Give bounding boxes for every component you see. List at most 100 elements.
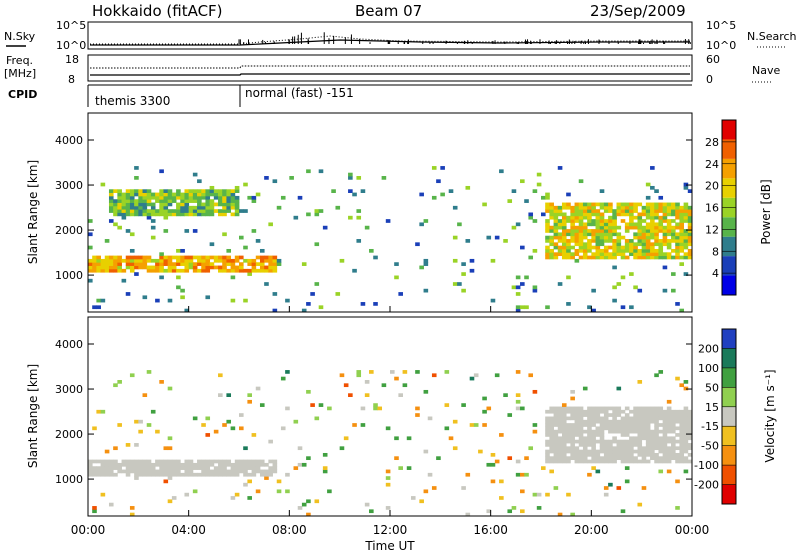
echo-cell [637,380,643,384]
echo-cell [633,423,638,427]
echo-cell [679,219,685,223]
echo-cell [650,245,655,250]
echo-cell [561,409,567,414]
echo-cell [578,452,584,457]
echo-cell [251,262,257,266]
echo-cell [494,373,500,378]
echo-cell [629,272,634,276]
echo-cell [595,439,601,444]
echo-cell [197,209,202,213]
echo-cell [390,370,395,374]
echo-cell [645,436,651,441]
echo-cell [121,202,127,207]
echo-cell [234,209,240,213]
echo-cell [268,258,273,263]
echo-cell [360,189,366,193]
echo-cell [587,209,592,213]
echo-cell [557,426,563,431]
echo-cell [683,436,689,441]
echo-cell [218,255,223,260]
echo-cell [113,205,118,210]
echo-cell [184,209,190,213]
echo-cell [595,413,601,417]
echo-cell [163,459,169,464]
echo-cell [121,469,127,474]
echo-cell [662,202,668,207]
echo-cell [582,252,588,257]
echo-cell [230,298,236,303]
echo-cell [339,373,345,378]
echo-cell [624,433,630,437]
echo-cell [608,215,613,220]
echo-cell [683,202,689,207]
echo-cell [88,219,93,223]
echo-cell [96,268,101,273]
echo-cell [293,215,299,220]
echo-cell [511,285,517,290]
echo-cell [142,262,148,266]
echo-cell [222,462,227,467]
echo-cell [150,462,156,467]
echo-cell [385,482,391,487]
echo-cell [650,235,655,240]
echo-cell [159,202,164,207]
echo-cell [570,439,575,444]
echo-cell [125,209,131,213]
echo-cell [255,239,261,243]
echo-cell [88,258,93,263]
echo-cell [587,472,592,477]
echo-cell [92,255,97,260]
echo-cell [662,416,668,421]
echo-cell [624,248,630,253]
echo-cell [578,245,584,250]
echo-cell [620,439,626,444]
echo-cell [159,255,164,260]
echo-cell [205,433,211,437]
echo-cell [226,462,232,467]
echo-cell [679,439,685,444]
echo-cell [557,166,563,170]
echo-cell [188,189,194,193]
echo-cell [469,268,475,273]
echo-cell [662,239,668,243]
echo-cell [570,452,575,457]
echo-cell [587,205,592,210]
echo-cell [431,195,437,200]
echo-cell [507,456,513,461]
echo-cell [285,472,290,477]
echo-cell [369,509,374,514]
echo-cell [146,255,152,260]
echo-cell [155,429,160,434]
echo-cell [213,189,219,193]
echo-cell [318,209,324,213]
echo-cell [259,462,265,467]
echo-cell [671,255,676,260]
echo-cell [88,469,93,474]
echo-cell [679,383,685,388]
echo-cell [499,433,504,437]
echo-cell [373,255,378,260]
echo-cell [666,469,672,474]
echo-cell [687,436,693,441]
echo-cell [255,466,261,470]
echo-cell [666,239,672,243]
echo-cell [121,462,127,467]
echo-cell [213,469,219,474]
echo-cell [226,205,232,210]
echo-cell [239,413,244,417]
cpid-label: CPID [8,88,37,101]
echo-cell [587,305,592,310]
echo-cell [683,413,689,417]
echo-cell [641,225,647,230]
echo-cell [675,205,680,210]
echo-cell [608,229,613,233]
echo-cell [566,202,571,207]
echo-cell [616,426,622,431]
echo-cell [582,235,588,240]
echo-cell [561,229,567,233]
echo-cell [645,232,651,237]
echo-cell [599,212,605,217]
echo-cell [364,393,370,397]
echo-cell [570,239,575,243]
echo-cell [679,229,685,233]
